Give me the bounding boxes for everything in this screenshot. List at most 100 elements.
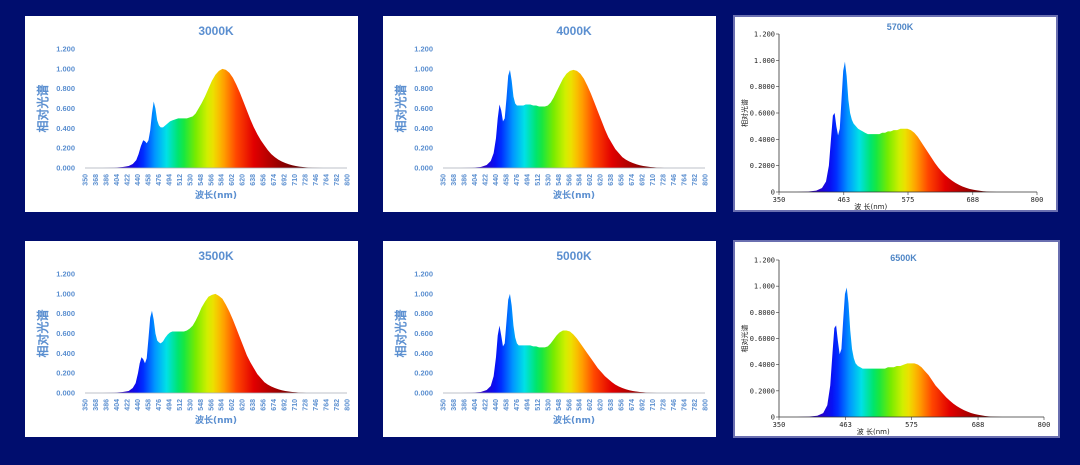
x-tick-label: 566 <box>566 174 573 186</box>
y-tick-label: 0.4000 <box>750 136 775 144</box>
chart-title: 4000K <box>556 24 592 38</box>
x-tick-label: 404 <box>114 174 121 186</box>
x-tick-label: 620 <box>598 174 605 186</box>
x-tick-label: 746 <box>313 399 320 411</box>
x-tick-label: 494 <box>166 399 173 411</box>
x-tick-label: 692 <box>640 174 647 186</box>
chart-panel-3500k: 3500K 0.000 0.200 0.400 0.600 0.800 1.000 1.200… <box>25 241 358 437</box>
x-tick-label: 656 <box>261 174 268 186</box>
x-tick-label: 584 <box>577 174 584 186</box>
x-tick-label: 638 <box>608 174 615 186</box>
x-tick-label: 800 <box>703 399 710 411</box>
x-tick-label: 463 <box>839 421 852 429</box>
x-tick-label: 710 <box>650 399 657 411</box>
x-tick-label: 746 <box>671 399 678 411</box>
x-tick-label: 584 <box>577 399 584 411</box>
chart-title: 5700K <box>887 22 914 32</box>
x-tick-label: 602 <box>229 174 236 186</box>
x-tick-label: 530 <box>187 174 194 186</box>
x-tick-label: 440 <box>493 174 500 186</box>
y-tick-label: 0.800 <box>56 84 75 93</box>
x-tick-label: 530 <box>187 399 194 411</box>
x-tick-label: 476 <box>514 174 521 186</box>
x-tick-label: 602 <box>587 174 594 186</box>
y-tick-label: 0.8000 <box>750 309 775 317</box>
x-tick-label: 674 <box>629 174 636 186</box>
chart-title: 3000K <box>198 24 234 38</box>
x-tick-label: 656 <box>261 399 268 411</box>
x-tick-label: 404 <box>472 174 479 186</box>
x-axis-label: 波长(nm) <box>195 189 237 201</box>
y-tick-label: 1.000 <box>56 289 75 298</box>
y-tick-label: 0.6000 <box>750 335 775 343</box>
spectrum-area <box>443 69 705 168</box>
x-tick-label: 584 <box>219 174 226 186</box>
spectrum-chart-svg: 3000K 0.000 0.200 0.400 0.600 0.800 1.000 1.200… <box>35 24 352 201</box>
x-tick-label: 728 <box>661 399 668 411</box>
y-tick-label: 1.000 <box>754 57 775 65</box>
x-tick-label: 656 <box>619 399 626 411</box>
x-tick-label: 476 <box>156 399 163 411</box>
x-tick-label: 548 <box>198 399 205 411</box>
x-tick-label: 728 <box>303 399 310 411</box>
spectrum-chart-svg: 5700K 0 0.2000 0.4000 0.6000 0.8000 1.000 1.200… <box>740 22 1044 210</box>
x-tick-label: 782 <box>334 174 341 186</box>
y-tick-label: 1.200 <box>414 270 433 279</box>
x-tick-label: 440 <box>493 399 500 411</box>
x-tick-label: 692 <box>282 174 289 186</box>
y-tick-label: 0.2000 <box>750 162 775 170</box>
x-tick-label: 494 <box>524 399 531 411</box>
x-tick-label: 728 <box>303 174 310 186</box>
x-tick-label: 458 <box>503 399 510 411</box>
x-tick-label: 386 <box>103 174 110 186</box>
chart-panel-5000k: 5000K 0.000 0.200 0.400 0.600 0.800 1.000 1.200… <box>383 241 716 437</box>
y-axis-label: 相对光谱 <box>393 309 408 357</box>
x-tick-label: 800 <box>1031 196 1044 204</box>
x-tick-label: 512 <box>177 174 184 186</box>
x-tick-label: 800 <box>345 399 352 411</box>
x-tick-label: 764 <box>682 174 689 186</box>
chart-panel-5700k: 5700K 0 0.2000 0.4000 0.6000 0.8000 1.000 1.200… <box>733 15 1058 212</box>
y-axis-label: 相对光谱 <box>393 84 408 132</box>
x-tick-label: 350 <box>441 174 448 186</box>
y-axis-label: 相对光谱 <box>740 99 749 127</box>
y-tick-label: 1.200 <box>56 270 75 279</box>
y-tick-label: 0.200 <box>414 369 433 378</box>
x-tick-label: 386 <box>103 399 110 411</box>
y-tick-label: 0 <box>771 189 775 197</box>
y-tick-label: 0.400 <box>56 349 75 358</box>
y-tick-label: 0.000 <box>414 389 433 398</box>
x-tick-label: 440 <box>135 399 142 411</box>
y-tick-label: 0.200 <box>56 144 75 153</box>
x-tick-label: 746 <box>671 174 678 186</box>
x-tick-label: 512 <box>535 399 542 411</box>
spectrum-area <box>443 293 705 393</box>
y-tick-label: 0 <box>771 414 775 422</box>
x-tick-label: 476 <box>156 174 163 186</box>
y-tick-label: 1.200 <box>754 257 775 265</box>
x-tick-label: 764 <box>324 399 331 411</box>
x-tick-label: 800 <box>345 174 352 186</box>
x-tick-label: 548 <box>556 174 563 186</box>
x-axis-label: 波长(nm) <box>195 414 237 426</box>
x-axis-label: 波长(nm) <box>553 414 595 426</box>
x-axis-label: 波 长(nm) <box>857 427 890 436</box>
y-tick-label: 1.200 <box>414 45 433 54</box>
spectrum-chart-svg: 3500K 0.000 0.200 0.400 0.600 0.800 1.000 1.200… <box>35 249 352 426</box>
x-tick-label: 782 <box>692 399 699 411</box>
x-axis-label: 波长(nm) <box>553 189 595 201</box>
y-tick-label: 0.800 <box>414 309 433 318</box>
y-tick-label: 0.400 <box>56 124 75 133</box>
x-tick-label: 674 <box>271 174 278 186</box>
x-tick-label: 584 <box>219 399 226 411</box>
chart-title: 5000K <box>556 249 592 263</box>
x-tick-label: 710 <box>650 174 657 186</box>
x-tick-label: 638 <box>608 399 615 411</box>
x-tick-label: 386 <box>461 174 468 186</box>
y-tick-label: 0.400 <box>414 124 433 133</box>
x-tick-label: 368 <box>93 174 100 186</box>
y-tick-label: 0.800 <box>414 84 433 93</box>
x-tick-label: 602 <box>229 399 236 411</box>
x-tick-label: 800 <box>1038 421 1051 429</box>
x-tick-label: 368 <box>451 174 458 186</box>
